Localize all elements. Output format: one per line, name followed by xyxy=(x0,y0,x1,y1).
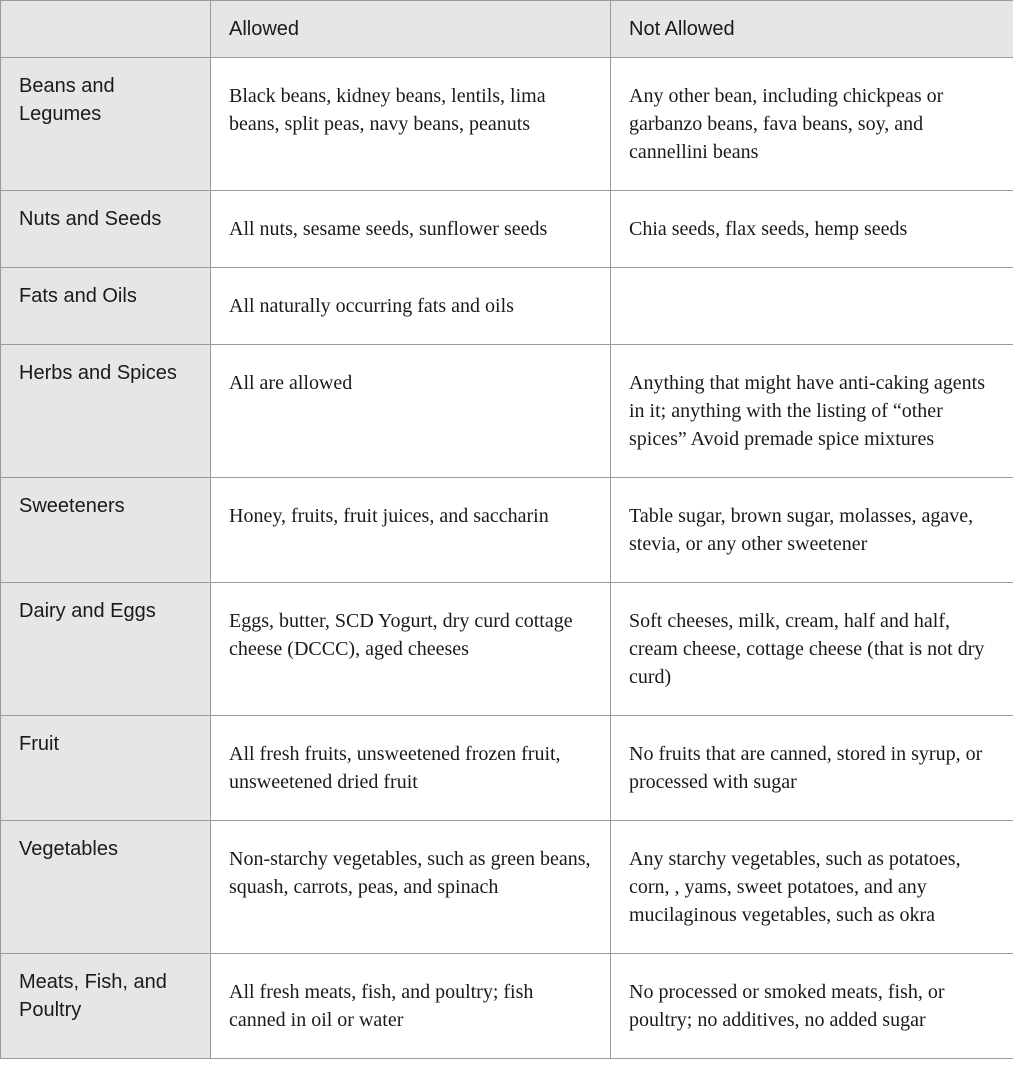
table-row: Fats and Oils All naturally occurring fa… xyxy=(1,268,1013,345)
column-header-empty xyxy=(1,1,211,58)
row-category: Nuts and Seeds xyxy=(1,191,211,268)
row-allowed: Black beans, kidney beans, lentils, lima… xyxy=(211,58,611,191)
row-not-allowed: No processed or smoked meats, fish, or p… xyxy=(611,954,1013,1059)
row-not-allowed: Chia seeds, flax seeds, hemp seeds xyxy=(611,191,1013,268)
row-not-allowed xyxy=(611,268,1013,345)
row-allowed: Non-starchy vegetables, such as green be… xyxy=(211,821,611,954)
row-category: Sweeteners xyxy=(1,478,211,583)
row-not-allowed: Any other bean, including chickpeas or g… xyxy=(611,58,1013,191)
row-allowed: All are allowed xyxy=(211,345,611,478)
row-category: Herbs and Spices xyxy=(1,345,211,478)
row-category: Fruit xyxy=(1,716,211,821)
table-row: Nuts and Seeds All nuts, sesame seeds, s… xyxy=(1,191,1013,268)
table-row: Herbs and Spices All are allowed Anythin… xyxy=(1,345,1013,478)
row-category: Beans and Legumes xyxy=(1,58,211,191)
row-allowed: All naturally occurring fats and oils xyxy=(211,268,611,345)
table-row: Fruit All fresh fruits, unsweetened froz… xyxy=(1,716,1013,821)
table-row: Beans and Legumes Black beans, kidney be… xyxy=(1,58,1013,191)
table-row: Vegetables Non-starchy vegetables, such … xyxy=(1,821,1013,954)
row-category: Fats and Oils xyxy=(1,268,211,345)
row-not-allowed: No fruits that are canned, stored in syr… xyxy=(611,716,1013,821)
row-allowed: All fresh fruits, unsweetened frozen fru… xyxy=(211,716,611,821)
row-not-allowed: Any starchy vegetables, such as potatoes… xyxy=(611,821,1013,954)
row-category: Meats, Fish, and Poultry xyxy=(1,954,211,1059)
row-allowed: All fresh meats, fish, and poultry; fish… xyxy=(211,954,611,1059)
row-not-allowed: Table sugar, brown sugar, molasses, agav… xyxy=(611,478,1013,583)
table-row: Meats, Fish, and Poultry All fresh meats… xyxy=(1,954,1013,1059)
column-header-allowed: Allowed xyxy=(211,1,611,58)
table-row: Dairy and Eggs Eggs, butter, SCD Yogurt,… xyxy=(1,583,1013,716)
row-not-allowed: Soft cheeses, milk, cream, half and half… xyxy=(611,583,1013,716)
table-row: Sweeteners Honey, fruits, fruit juices, … xyxy=(1,478,1013,583)
row-allowed: All nuts, sesame seeds, sunflower seeds xyxy=(211,191,611,268)
row-category: Dairy and Eggs xyxy=(1,583,211,716)
table-header-row: Allowed Not Allowed xyxy=(1,1,1013,58)
food-allowance-table: Allowed Not Allowed Beans and Legumes Bl… xyxy=(0,0,1013,1059)
row-not-allowed: Anything that might have anti-caking age… xyxy=(611,345,1013,478)
row-category: Vegetables xyxy=(1,821,211,954)
row-allowed: Eggs, butter, SCD Yogurt, dry curd cotta… xyxy=(211,583,611,716)
row-allowed: Honey, fruits, fruit juices, and sacchar… xyxy=(211,478,611,583)
column-header-not-allowed: Not Allowed xyxy=(611,1,1013,58)
table-body: Beans and Legumes Black beans, kidney be… xyxy=(1,58,1013,1059)
